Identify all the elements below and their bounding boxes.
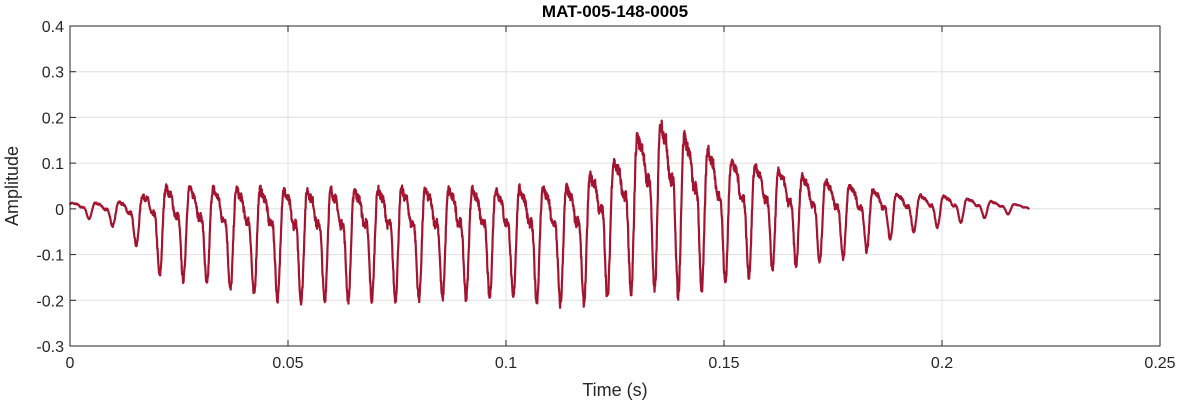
x-tick-label: 0.25 [1144,355,1175,372]
y-axis-label: Amplitude [2,146,22,226]
y-axis-ticks: -0.3 -0.2 -0.1 0 0.1 0.2 0.3 0.4 [36,19,1160,356]
y-tick-label: 0 [55,202,64,219]
x-tick-label: 0 [66,355,75,372]
x-tick-label: 0.2 [931,355,953,372]
chart-title: MAT-005-148-0005 [542,2,688,21]
y-tick-label: 0.4 [42,19,64,36]
series-line [68,119,1031,309]
grid [69,25,1161,347]
y-tick-label: 0.1 [42,156,64,173]
signal-trace [68,119,1031,309]
x-tick-label: 0.05 [272,355,303,372]
x-tick-label: 0.15 [708,355,739,372]
y-tick-label: 0.3 [42,65,64,82]
y-tick-label: 0.2 [42,110,64,127]
y-tick-label: -0.2 [36,293,64,310]
plot-frame [69,25,1161,347]
x-axis-label: Time (s) [582,380,647,400]
x-axis-ticks: 0 0.05 0.1 0.15 0.2 0.25 [66,26,1176,372]
y-tick-label: -0.1 [36,248,64,265]
y-tick-label: -0.3 [36,339,64,356]
x-tick-label: 0.1 [495,355,517,372]
